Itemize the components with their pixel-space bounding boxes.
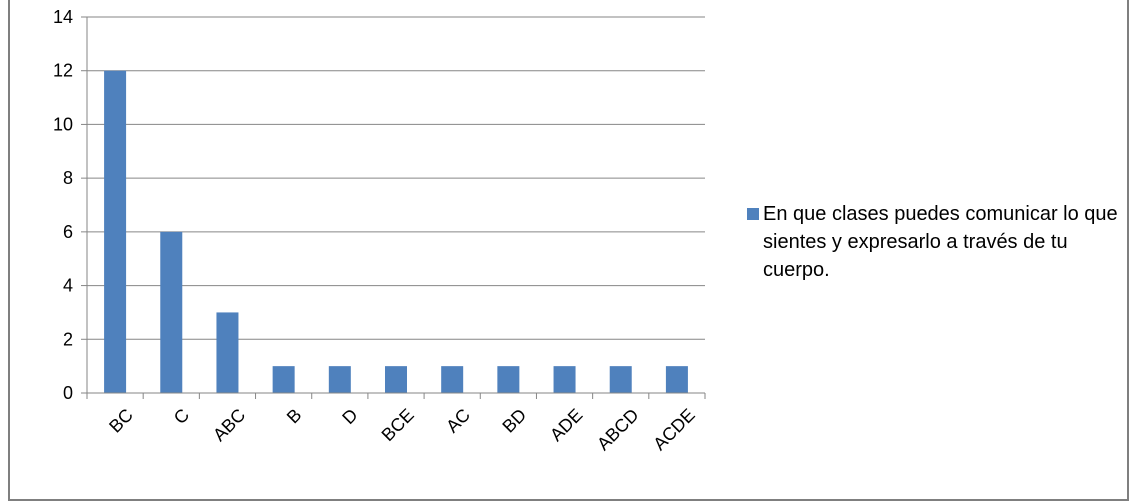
bar-bce xyxy=(385,366,407,393)
x-tick-label: C xyxy=(170,405,193,428)
y-tick-label: 0 xyxy=(63,383,73,403)
x-tick-label: BCE xyxy=(378,405,418,445)
x-tick-label: D xyxy=(338,405,361,428)
bar-abcd xyxy=(609,366,632,393)
y-tick-label: 8 xyxy=(63,168,73,188)
x-tick-label: BD xyxy=(498,405,530,437)
bar-b xyxy=(272,366,295,393)
x-tick-label: ABCD xyxy=(593,405,643,455)
bars xyxy=(104,70,688,393)
grid-lines xyxy=(81,16,705,394)
x-tick-label: ABC xyxy=(209,405,249,445)
y-tick-label: 10 xyxy=(53,114,73,134)
legend-label: En que clases puedes comunicar lo que si… xyxy=(763,203,1118,281)
bar-abc xyxy=(216,312,239,393)
bar-bd xyxy=(497,366,520,393)
legend-swatch xyxy=(747,208,759,220)
y-tick-labels: 0 2 4 6 8 10 12 14 xyxy=(53,7,73,403)
x-tick-label: B xyxy=(283,405,306,428)
bar-c xyxy=(160,231,183,393)
x-tick-label: ACDE xyxy=(649,405,699,455)
bar-d xyxy=(328,366,351,393)
y-tick-label: 14 xyxy=(53,7,73,27)
x-tick-labels: BC C ABC B D BCE AC BD ADE ABCD ACDE xyxy=(105,405,699,455)
bar-acde xyxy=(665,366,688,393)
y-tick-label: 12 xyxy=(53,61,73,81)
chart-frame xyxy=(8,0,1129,501)
bar-bc xyxy=(104,70,127,393)
y-tick-label: 6 xyxy=(63,222,73,242)
axes xyxy=(86,17,706,399)
bar-ade xyxy=(553,366,576,393)
x-tick-label: BC xyxy=(105,405,137,437)
bar-ac xyxy=(441,366,464,393)
y-tick-label: 4 xyxy=(63,276,73,296)
y-tick-label: 2 xyxy=(63,329,73,349)
x-tick-label: ADE xyxy=(546,405,586,445)
x-tick-label: AC xyxy=(442,405,474,437)
